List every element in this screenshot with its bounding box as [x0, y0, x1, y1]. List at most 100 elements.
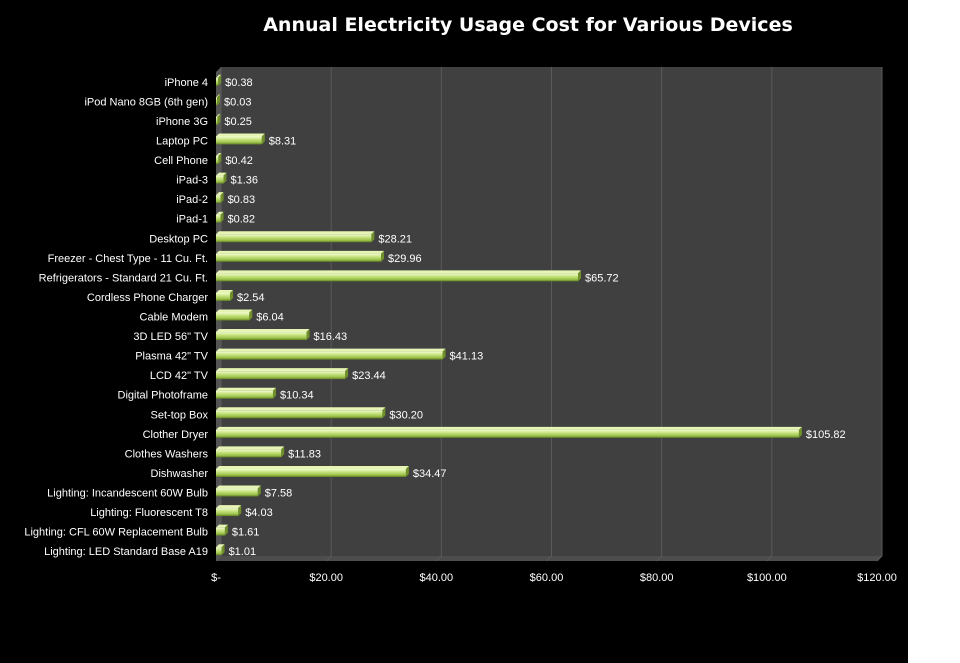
bar-end-face [257, 485, 261, 497]
data-label: $0.03 [224, 96, 252, 108]
bar [216, 270, 582, 282]
bar-front-face [216, 116, 218, 125]
x-tick-label: $120.00 [857, 572, 897, 584]
category-label: Lighting: Fluorescent T8 [90, 507, 208, 519]
bar-front-face [216, 410, 383, 419]
bar-top-face [216, 544, 225, 548]
bar-front-face [216, 253, 382, 262]
bar-front-face [216, 332, 307, 341]
category-label: Plasma 42" TV [135, 351, 208, 363]
bar [216, 289, 233, 301]
bar-front-face [216, 77, 219, 86]
bar-end-face [217, 113, 221, 125]
data-label: $2.54 [237, 292, 265, 304]
data-label: $0.83 [228, 194, 256, 206]
data-label: $1.01 [229, 546, 257, 558]
bar-front-face [216, 292, 230, 301]
category-label: Clother Dryer [143, 429, 209, 441]
data-label: $6.04 [256, 312, 284, 324]
bar-end-face [238, 505, 242, 517]
data-label: $0.25 [224, 116, 252, 128]
bar-top-face [216, 505, 242, 509]
bar-end-face [229, 289, 233, 301]
bar-front-face [216, 429, 799, 438]
bar-top-face [216, 153, 222, 157]
bar-end-face [221, 544, 225, 556]
data-label: $29.96 [388, 253, 422, 265]
bar-top-face [216, 387, 276, 391]
category-label: Dishwasher [151, 468, 209, 480]
bar [216, 309, 253, 321]
bar [216, 348, 446, 360]
data-label: $105.82 [806, 429, 846, 441]
x-tick-label: $- [211, 572, 221, 584]
bar [216, 329, 310, 341]
bar [216, 74, 222, 86]
data-label: $30.20 [389, 409, 423, 421]
category-label: Cell Phone [154, 155, 208, 167]
gridline-depth [435, 555, 442, 562]
data-labels: $0.38 $0.03 $0.25 $8.31 $0.42 $1.36 $0.83 $0.82… [224, 77, 846, 558]
bar-front-face [216, 488, 258, 497]
bar-front-face [216, 156, 219, 165]
bar-top-face [216, 270, 582, 274]
bar [216, 231, 375, 243]
bar [216, 250, 385, 262]
category-label: Lighting: Incandescent 60W Bulb [47, 488, 208, 500]
bar-top-face [216, 407, 386, 411]
bar-front-face [216, 508, 239, 517]
bar-top-face [216, 348, 446, 352]
bar-end-face [798, 426, 802, 438]
bar [216, 446, 285, 458]
bar-end-face [345, 368, 349, 380]
bar-end-face [272, 387, 276, 399]
bar-top-face [216, 231, 375, 235]
bar-end-face [261, 133, 265, 145]
category-label: Digital Photoframe [118, 390, 209, 402]
bar-front-face [216, 97, 217, 106]
bar-end-face [405, 465, 409, 477]
value-axis: $- $20.00 $40.00 $60.00 $80.00 $100.00 $120.00 [211, 572, 897, 584]
bar [216, 544, 225, 556]
category-label: iPhone 4 [165, 77, 208, 89]
category-label: iPad-2 [176, 194, 208, 206]
bar-top-face [216, 426, 802, 430]
bar-end-face [218, 153, 222, 165]
data-label: $1.61 [232, 527, 260, 539]
bar-end-face [224, 524, 228, 536]
bar-front-face [216, 449, 282, 458]
chart-title: Annual Electricity Usage Cost for Variou… [263, 14, 793, 36]
category-label: Lighting: LED Standard Base A19 [44, 546, 208, 558]
bar-end-face [381, 250, 385, 262]
bar-top-face [216, 113, 221, 117]
bar-front-face [216, 351, 443, 360]
category-label: Set-top Box [151, 409, 209, 421]
data-label: $7.58 [265, 488, 293, 500]
data-label: $11.83 [288, 448, 321, 460]
gridline-depth [766, 555, 773, 562]
data-label: $0.82 [228, 214, 256, 226]
bar [216, 133, 265, 145]
bar-end-face [578, 270, 582, 282]
x-tick-label: $100.00 [747, 572, 787, 584]
category-label: Clothes Washers [125, 448, 209, 460]
gridline-depth [215, 555, 222, 562]
bar [216, 153, 222, 165]
data-label: $16.43 [314, 331, 348, 343]
data-label: $0.38 [225, 77, 253, 89]
bar [216, 426, 802, 438]
bar-front-face [216, 195, 221, 204]
bar-end-face [217, 94, 220, 106]
category-label: iPad-1 [176, 214, 208, 226]
bar-end-face [382, 407, 386, 419]
bar-top-face [216, 74, 222, 78]
bar-end-face [220, 192, 224, 204]
bar-front-face [216, 371, 346, 380]
bar-top-face [216, 192, 224, 196]
category-label: Cable Modem [140, 312, 208, 324]
bar [216, 113, 221, 125]
x-tick-label: $40.00 [420, 572, 454, 584]
data-label: $65.72 [585, 272, 619, 284]
bar [216, 172, 227, 184]
